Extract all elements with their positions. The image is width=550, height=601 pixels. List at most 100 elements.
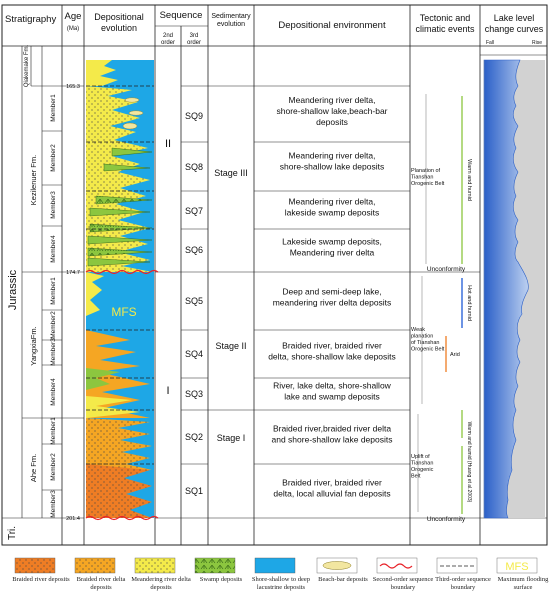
system-triassic: Tri.	[7, 526, 18, 540]
header-age: Age	[65, 11, 82, 22]
legend-item: Braided river deposits	[8, 576, 74, 584]
formation-ahe: Ahe Fm.	[29, 454, 38, 482]
kezilenuer-member1: Member1	[50, 94, 57, 122]
legend-swatches: MFS	[14, 557, 538, 574]
yangxia-member4: Member4	[50, 378, 57, 406]
climate-hot-humid: Hot and humid	[466, 285, 472, 321]
ahe-member3: Member3	[50, 490, 57, 518]
kezilenuer-member4: Member4	[50, 235, 57, 263]
environment-item: River, lake delta, shore-shallow lake and…	[273, 381, 392, 402]
dashed-line-swatch	[436, 557, 478, 574]
legend-item: Second-order sequence boundary	[370, 576, 436, 591]
yangxia-member3: Member3	[50, 338, 57, 366]
environment-item: Meandering river delta, shore-shallow lak…	[276, 95, 387, 127]
legend-label: Braided river delta deposits	[76, 576, 126, 591]
formation-yangxia: YangxiaFm.	[29, 326, 38, 365]
yangxia-member2: Member2	[50, 311, 57, 339]
environment-list: Meandering river delta, shore-shallow lak…	[268, 95, 396, 499]
second-order-II: II	[165, 138, 171, 150]
legend-label: Shore-shallow to deep lacustrine deposit…	[251, 576, 311, 591]
kezilenuer-member3: Member3	[50, 191, 57, 219]
age-201-4: 201.4	[66, 516, 80, 522]
swamp-swatch	[194, 557, 236, 574]
tectonic-weak-planation: Weak planation of Tianshan Orogenic Belt	[411, 327, 445, 353]
climate-warm-humid: Warm and humid	[466, 159, 472, 201]
third-order-boundaries	[86, 85, 154, 465]
legend-label: Third-order sequence boundary	[435, 576, 491, 591]
tectonic-event-lines	[417, 94, 463, 514]
lacustrine-swatch	[254, 557, 296, 574]
braided-river-swatch	[14, 557, 56, 574]
mfs-swatch: MFS	[496, 557, 538, 574]
age-165-3: 165.3	[66, 84, 80, 90]
legend-item: Meandering river delta deposits	[128, 576, 194, 591]
tectonic-planation: Planation of Tianshan Orogenic Belt	[411, 168, 445, 187]
mfs-label: MFS	[111, 305, 136, 319]
environment-item: Meandering river delta, lakeside swamp de…	[285, 197, 380, 218]
legend-label: Second-order sequence boundary	[372, 576, 434, 591]
climate-warm-humid-ref: Warm and humid (Huang et al.2003)	[466, 422, 472, 503]
environment-item: Braided river, braided river delta, shore…	[268, 341, 396, 362]
sequence-sq8: SQ8	[185, 162, 203, 172]
header-sequence: Sequence	[160, 10, 203, 21]
climate-arid: Arid	[450, 352, 460, 358]
tectonic-uplift: Uplift of Tianshan Orogenic Belt	[411, 454, 434, 480]
legend-label: Beach-bar deposits	[318, 576, 368, 583]
legend-label: Braided river deposits	[12, 576, 70, 583]
legend-item: Third-order sequence boundary	[430, 576, 496, 591]
age-174-7: 174.7	[66, 270, 80, 276]
header-lake-level: Lake level change curves	[485, 13, 544, 34]
header-rise: Rise	[532, 40, 542, 46]
header-sedimentary-evolution: Sedimentary evolution	[211, 13, 251, 28]
environment-item: Lakeside swamp deposits, Meandering river…	[282, 237, 382, 258]
svg-text:MFS: MFS	[505, 561, 528, 573]
sequence-sq9: SQ9	[185, 111, 203, 121]
beach-bar-swatch	[316, 557, 358, 574]
legend-item: Maximum flooding surface	[490, 576, 550, 591]
system-jurassic: Jurassic	[7, 269, 19, 310]
sequence-sq1: SQ1	[185, 486, 203, 496]
legend-item: Swamp deposits	[188, 576, 254, 584]
unconformity-upper: Unconformity	[427, 266, 466, 273]
header-third-order: 3rd order	[187, 33, 201, 46]
ahe-member2: Member2	[50, 453, 57, 481]
legend-item: Braided river delta deposits	[68, 576, 134, 591]
header-fall: Fall	[486, 40, 494, 46]
environment-item: Braided river,braided river delta and sho…	[272, 424, 393, 445]
header-environment: Depositional environment	[278, 20, 386, 31]
stage-iii: Stage III	[214, 168, 248, 178]
environment-item: Deep and semi-deep lake, meandering river…	[273, 287, 392, 308]
sequence-sq6: SQ6	[185, 245, 203, 255]
header-tectonic: Tectonic and climatic events	[415, 13, 475, 34]
legend-item: Shore-shallow to deep lacustrine deposit…	[248, 576, 314, 591]
formation-kezilenuer: Kezilenuer Fm.	[29, 155, 38, 205]
ahe-member1: Member1	[50, 417, 57, 445]
stage-i: Stage I	[217, 433, 246, 443]
meandering-delta-swatch	[134, 557, 176, 574]
sequence-sq5: SQ5	[185, 296, 203, 306]
sequence-sq3: SQ3	[185, 389, 203, 399]
legend-item: Beach-bar deposits	[310, 576, 376, 584]
legend-label: Maximum flooding surface	[497, 576, 549, 591]
second-order-boundaries	[85, 269, 159, 521]
depositional-evolution-column	[86, 60, 154, 518]
environment-item: Meandering river delta, shore-shallow lak…	[280, 151, 384, 172]
kezilenuer-member2: Member2	[50, 144, 57, 172]
header-age-unit: (Ma)	[67, 26, 79, 32]
second-order-I: I	[166, 385, 169, 397]
yangxia-member1: Member1	[50, 277, 57, 305]
header-depositional: Depositional evolution	[94, 12, 144, 33]
legend-label: Swamp deposits	[199, 576, 243, 583]
sequence-sq7: SQ7	[185, 206, 203, 216]
header-stratigraphy: Stratigraphy	[5, 14, 56, 25]
lake-level-curve	[483, 59, 545, 519]
stage-ii: Stage II	[215, 341, 246, 351]
sequence-sq2: SQ2	[185, 432, 203, 442]
environment-item: Braided river, braided river delta, local…	[273, 478, 390, 499]
legend-label: Meandering river delta deposits	[131, 576, 191, 591]
table-frame	[1, 4, 548, 546]
unconformity-lower: Unconformity	[427, 516, 466, 523]
header-second-order: 2nd order	[161, 33, 175, 46]
sequence-sq4: SQ4	[185, 349, 203, 359]
